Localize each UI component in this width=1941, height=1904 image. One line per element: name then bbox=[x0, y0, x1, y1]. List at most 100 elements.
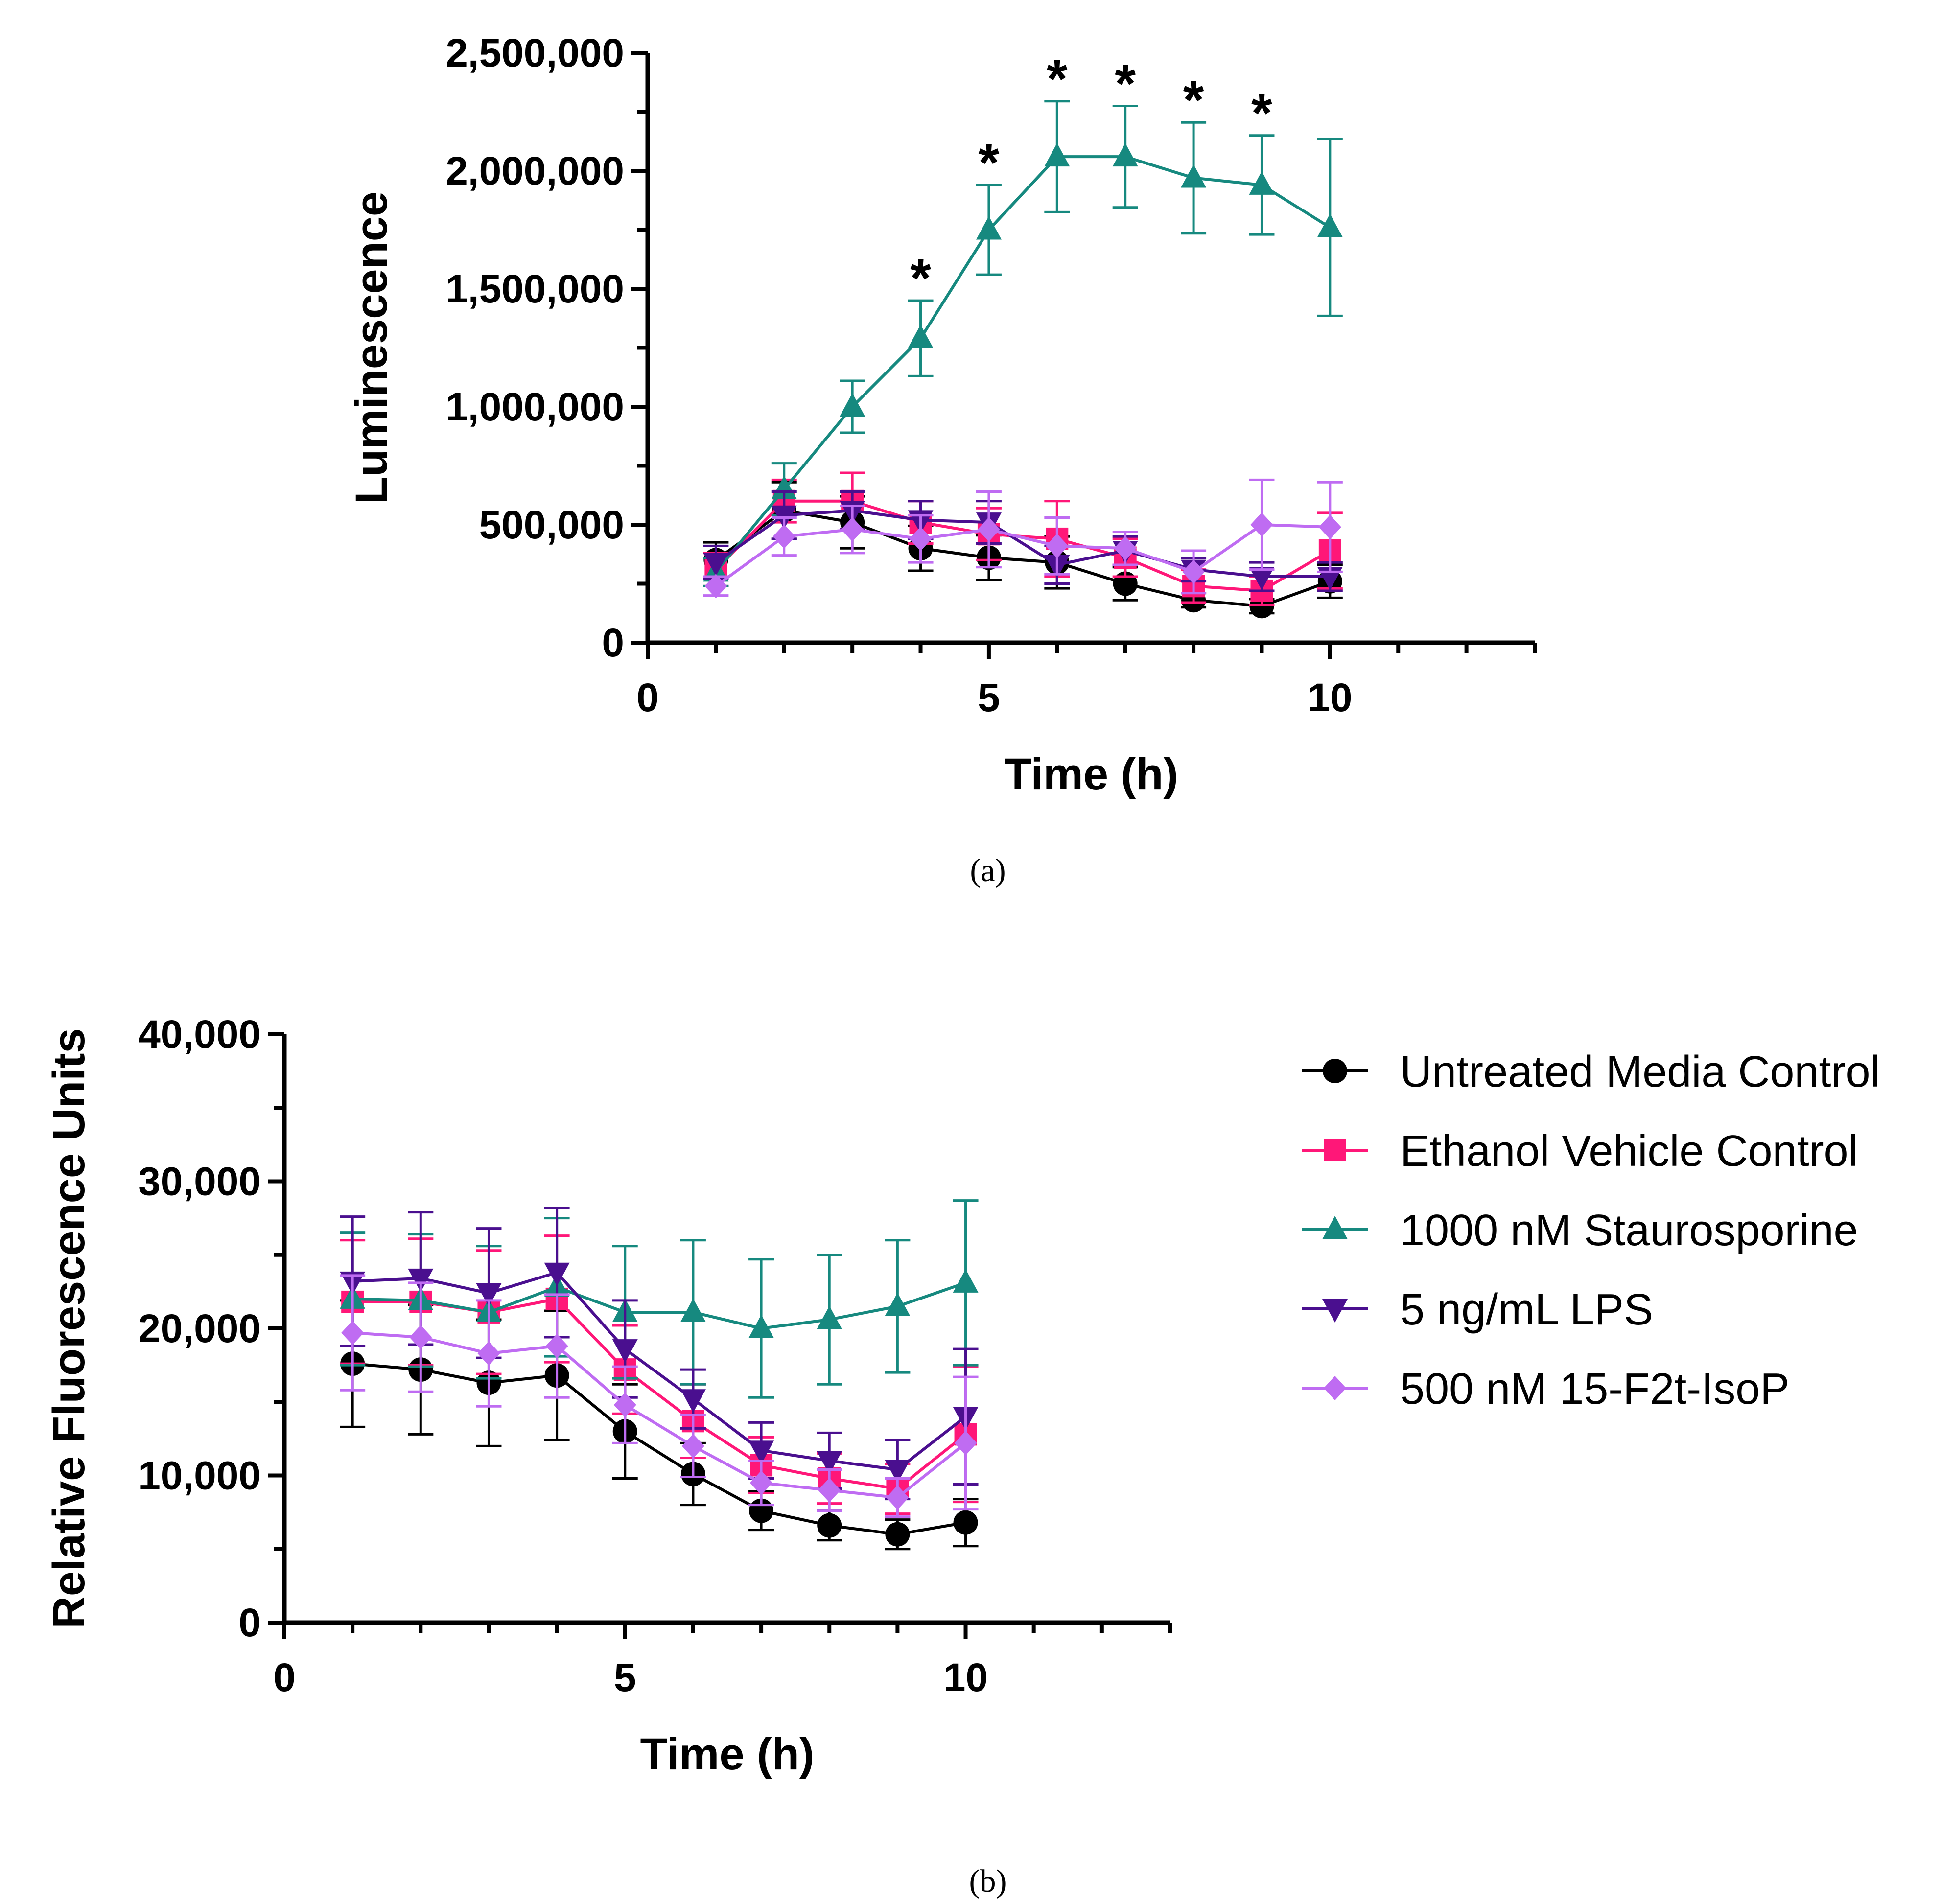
legend-label: 1000 nM Staurosporine bbox=[1400, 1206, 1858, 1255]
legend-label: Ethanol Vehicle Control bbox=[1400, 1127, 1858, 1176]
data-point-stauro bbox=[953, 1269, 979, 1293]
series-line-lps bbox=[715, 509, 1330, 579]
series-line-ethanol bbox=[352, 1297, 967, 1490]
legend-label: Untreated Media Control bbox=[1400, 1047, 1880, 1096]
data-point-stauro bbox=[748, 1315, 774, 1338]
data-point-stauro bbox=[840, 393, 865, 417]
panel-a-y-tick-label: 0 bbox=[602, 621, 624, 665]
data-point-isop bbox=[1046, 534, 1069, 558]
panel-a-x-axis-title: Time (h) bbox=[1004, 749, 1178, 799]
data-point-lps bbox=[476, 1283, 502, 1307]
legend-marker bbox=[1324, 1139, 1346, 1161]
data-point-stauro bbox=[908, 325, 934, 348]
panel-b-y-tick-label: 10,000 bbox=[138, 1454, 261, 1498]
panel-a-series-lps bbox=[703, 490, 1343, 592]
data-point-isop bbox=[954, 1431, 977, 1456]
panel-b-y-axis-title: Relative Fluorescence Units bbox=[44, 1028, 94, 1628]
panel-b-y-tick-label: 0 bbox=[238, 1601, 261, 1645]
data-point-lps bbox=[612, 1339, 638, 1363]
series-line-isop bbox=[715, 523, 1330, 587]
panel-a-caption: (a) bbox=[970, 853, 1006, 888]
legend-label: 5 ng/mL LPS bbox=[1400, 1285, 1653, 1334]
panel-b-series-lps bbox=[340, 1207, 979, 1501]
panel-b-y-tick-label: 20,000 bbox=[138, 1306, 261, 1351]
legend-label: 500 nM 15-F2t-IsoP bbox=[1400, 1365, 1789, 1414]
legend-item-untreated: Untreated Media Control bbox=[1302, 1047, 1880, 1096]
series-line-stauro bbox=[715, 155, 1331, 573]
panel-a-significance-marker: * bbox=[1047, 49, 1068, 109]
panel-a-significance-marker: * bbox=[1251, 83, 1272, 143]
legend-item-ethanol: Ethanol Vehicle Control bbox=[1302, 1127, 1858, 1176]
legend: Untreated Media Control Ethanol Vehicle C… bbox=[1302, 1047, 1880, 1414]
data-point-isop bbox=[1250, 512, 1273, 537]
panel-b-y-tick-label: 40,000 bbox=[138, 1012, 261, 1057]
panel-b-caption: (b) bbox=[969, 1863, 1007, 1899]
data-point-stauro bbox=[976, 216, 1002, 240]
data-point-stauro bbox=[817, 1305, 842, 1329]
panel-b-series-stauro bbox=[340, 1199, 979, 1399]
data-point-isop bbox=[704, 574, 727, 599]
panel-b-x-tick-label: 0 bbox=[273, 1655, 296, 1700]
panel-a-significance-marker: * bbox=[1183, 70, 1204, 130]
data-point-untreated bbox=[953, 1510, 978, 1535]
panel-b-x-tick-label: 5 bbox=[614, 1655, 636, 1700]
panel-a-significance-marker: * bbox=[910, 248, 931, 308]
data-point-untreated bbox=[817, 1513, 842, 1538]
data-point-isop bbox=[841, 517, 864, 542]
data-point-isop bbox=[613, 1393, 636, 1417]
panel-a-significance-marker: * bbox=[1115, 53, 1136, 114]
data-point-lps bbox=[544, 1262, 570, 1286]
legend-item-isop: 500 nM 15-F2t-IsoP bbox=[1302, 1365, 1789, 1414]
data-point-stauro bbox=[1044, 143, 1070, 167]
series-line-untreated bbox=[352, 1362, 966, 1536]
data-point-stauro bbox=[1317, 213, 1343, 237]
data-point-isop bbox=[750, 1470, 773, 1495]
data-point-lps bbox=[408, 1268, 434, 1292]
panel-a-y-tick-label: 2,000,000 bbox=[445, 149, 624, 193]
panel-a-x-tick-label: 5 bbox=[978, 675, 1000, 720]
panel-b-x-tick-label: 10 bbox=[943, 1655, 988, 1700]
data-point-stauro bbox=[771, 475, 797, 499]
data-point-isop bbox=[818, 1478, 841, 1503]
legend-marker bbox=[1324, 1376, 1346, 1400]
data-point-isop bbox=[1318, 514, 1341, 539]
legend-item-stauro: 1000 nM Staurosporine bbox=[1302, 1206, 1858, 1255]
data-point-lps bbox=[748, 1440, 774, 1464]
panel-a-y-tick-label: 1,500,000 bbox=[445, 267, 624, 311]
data-point-isop bbox=[409, 1325, 432, 1350]
data-point-isop bbox=[545, 1334, 568, 1359]
data-point-lps bbox=[885, 1460, 911, 1484]
panel-a-y-axis-title: Luminescence bbox=[347, 191, 397, 504]
panel-a-y-tick-label: 1,000,000 bbox=[445, 385, 624, 429]
panel-b-y-tick-label: 30,000 bbox=[138, 1160, 261, 1204]
data-point-isop bbox=[341, 1321, 364, 1346]
data-point-isop bbox=[909, 526, 932, 551]
data-point-stauro bbox=[680, 1298, 706, 1322]
series-line-stauro bbox=[352, 1281, 966, 1330]
data-point-lps bbox=[1249, 567, 1275, 591]
panel-a-series-isop bbox=[703, 478, 1343, 599]
data-point-isop bbox=[886, 1485, 909, 1510]
data-point-isop bbox=[681, 1434, 704, 1459]
legend-item-lps: 5 ng/mL LPS bbox=[1302, 1285, 1653, 1334]
panel-a-y-tick-label: 2,500,000 bbox=[445, 31, 624, 75]
data-point-isop bbox=[977, 517, 1000, 542]
data-point-isop bbox=[1182, 559, 1205, 584]
data-point-stauro bbox=[1181, 164, 1207, 188]
panel-b-x-axis-title: Time (h) bbox=[640, 1729, 814, 1779]
panel-a-y-tick-label: 500,000 bbox=[479, 503, 624, 547]
series-line-isop bbox=[352, 1331, 967, 1499]
legend-marker bbox=[1323, 1059, 1347, 1083]
data-point-isop bbox=[477, 1341, 500, 1366]
series-line-untreated bbox=[715, 509, 1331, 608]
series-line-lps bbox=[352, 1271, 967, 1471]
panel-a-chart: 0 5 10 0 500,000 1,000,000 1,500,000 2,000,000 2… bbox=[347, 31, 1537, 888]
data-point-stauro bbox=[1249, 171, 1275, 195]
panel-a-x-tick-label: 10 bbox=[1308, 675, 1352, 720]
panel-b-chart: 0 5 10 0 10,000 20,000 30,000 40,000 Time (h) Rel… bbox=[44, 1012, 1172, 1899]
panel-a-significance-marker: * bbox=[979, 133, 1000, 193]
data-point-isop bbox=[1114, 536, 1137, 561]
panel-a-x-tick-label: 0 bbox=[636, 675, 659, 720]
legend-marker bbox=[1322, 1216, 1348, 1239]
